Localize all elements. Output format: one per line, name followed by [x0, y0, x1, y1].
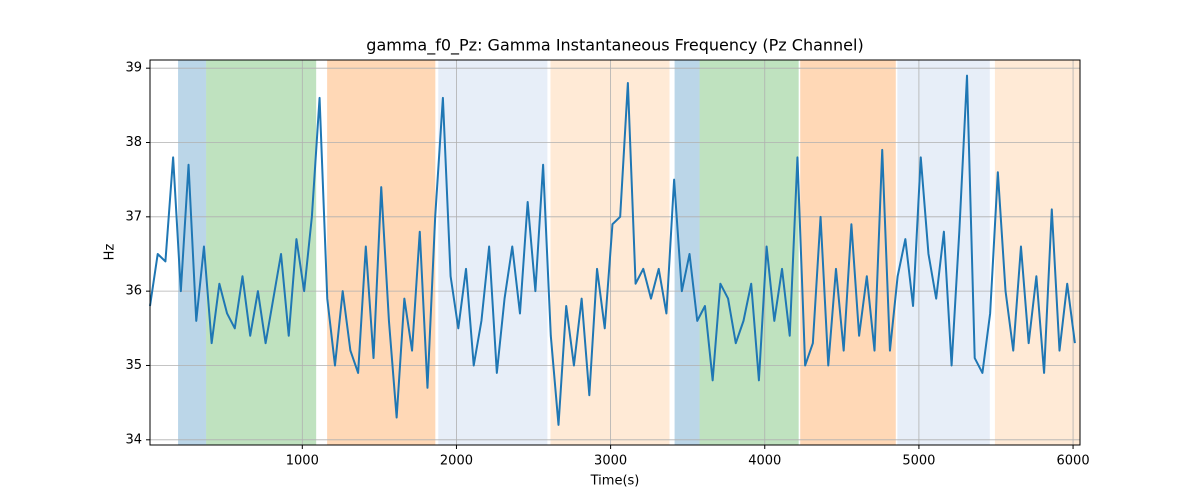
- y-tick-label: 39: [125, 61, 142, 76]
- y-tick-label: 37: [125, 209, 142, 224]
- highlight-span: [699, 60, 799, 445]
- y-tick-label: 36: [125, 284, 142, 299]
- chart-title: gamma_f0_Pz: Gamma Instantaneous Frequen…: [366, 36, 863, 56]
- highlight-span: [800, 60, 896, 445]
- highlight-span: [438, 60, 548, 445]
- x-tick-label: 3000: [594, 454, 627, 469]
- highlight-span: [994, 60, 1080, 445]
- x-tick-label: 2000: [440, 454, 473, 469]
- x-tick-label: 6000: [1057, 454, 1090, 469]
- y-tick-label: 38: [125, 135, 142, 150]
- y-tick-label: 34: [125, 432, 142, 447]
- y-tick-label: 35: [125, 358, 142, 373]
- data-line: [149, 74, 1076, 426]
- highlight-span: [897, 60, 990, 445]
- highlight-span: [206, 60, 317, 445]
- x-tick-label: 4000: [748, 454, 781, 469]
- x-tick-label: 1000: [286, 454, 319, 469]
- plot-frame: [149, 59, 1081, 446]
- highlight-span: [327, 60, 436, 445]
- x-tick-label: 5000: [902, 454, 935, 469]
- x-axis-label: Time(s): [590, 474, 640, 489]
- y-axis-label: Hz: [103, 244, 118, 261]
